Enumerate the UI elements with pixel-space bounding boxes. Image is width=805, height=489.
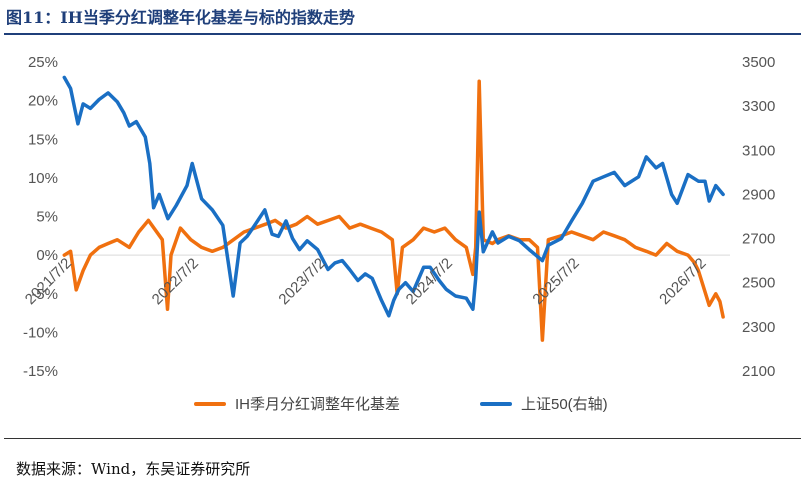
y-left-tick-label: 20% [28,93,58,110]
y-right-tick-label: 2900 [742,186,775,203]
x-axis: 2021/7/2 2022/7/2 2023/7/2 2024/7/2 2025/7/2… [22,255,710,308]
footer-rule [4,438,801,439]
legend: IH季月分红调整年化基差 上证50(右轴) [194,396,608,413]
chart: -15% -10% -5% 0% 5% 10% 15% 20% 25% 2100 2300 2500… [22,54,776,413]
y-left-tick-label: -5% [31,286,58,303]
x-tick-label: 2023/7/2 [275,255,328,308]
figure-title: 图11：IH当季分红调整年化基差与标的指数走势 [6,8,355,27]
source-note: 数据来源：Wind，东吴证券研究所 [16,460,251,478]
legend-label-index: 上证50(右轴) [521,396,608,413]
x-tick-label: 2024/7/2 [403,255,456,308]
y-right-tick-label: 2100 [742,363,775,380]
series-layer [62,75,725,342]
y-right-tick-label: 3300 [742,98,775,115]
y-left-tick-label: 15% [28,131,58,148]
title-rule [4,33,801,35]
y-left-tick-label: 10% [28,170,58,187]
y-right-tick-label: 2300 [742,319,775,336]
y-right-tick-label: 2700 [742,231,775,248]
y-left-axis: -15% -10% -5% 0% 5% 10% 15% 20% 25% [23,54,58,380]
y-left-tick-label: -10% [23,324,58,341]
y-left-tick-label: 25% [28,54,58,71]
series-line-basis [62,79,725,342]
y-right-axis: 2100 2300 2500 2700 2900 3100 3300 3500 [742,54,775,380]
y-left-tick-label: -15% [23,363,58,380]
legend-label-basis: IH季月分红调整年化基差 [235,396,400,413]
y-right-tick-label: 3100 [742,142,775,159]
y-left-tick-label: 5% [36,209,58,226]
y-left-tick-label: 0% [36,247,58,264]
y-right-tick-label: 2500 [742,275,775,292]
y-right-tick-label: 3500 [742,54,775,71]
x-tick-label: 2022/7/2 [149,255,202,308]
series-line-index [62,75,725,318]
